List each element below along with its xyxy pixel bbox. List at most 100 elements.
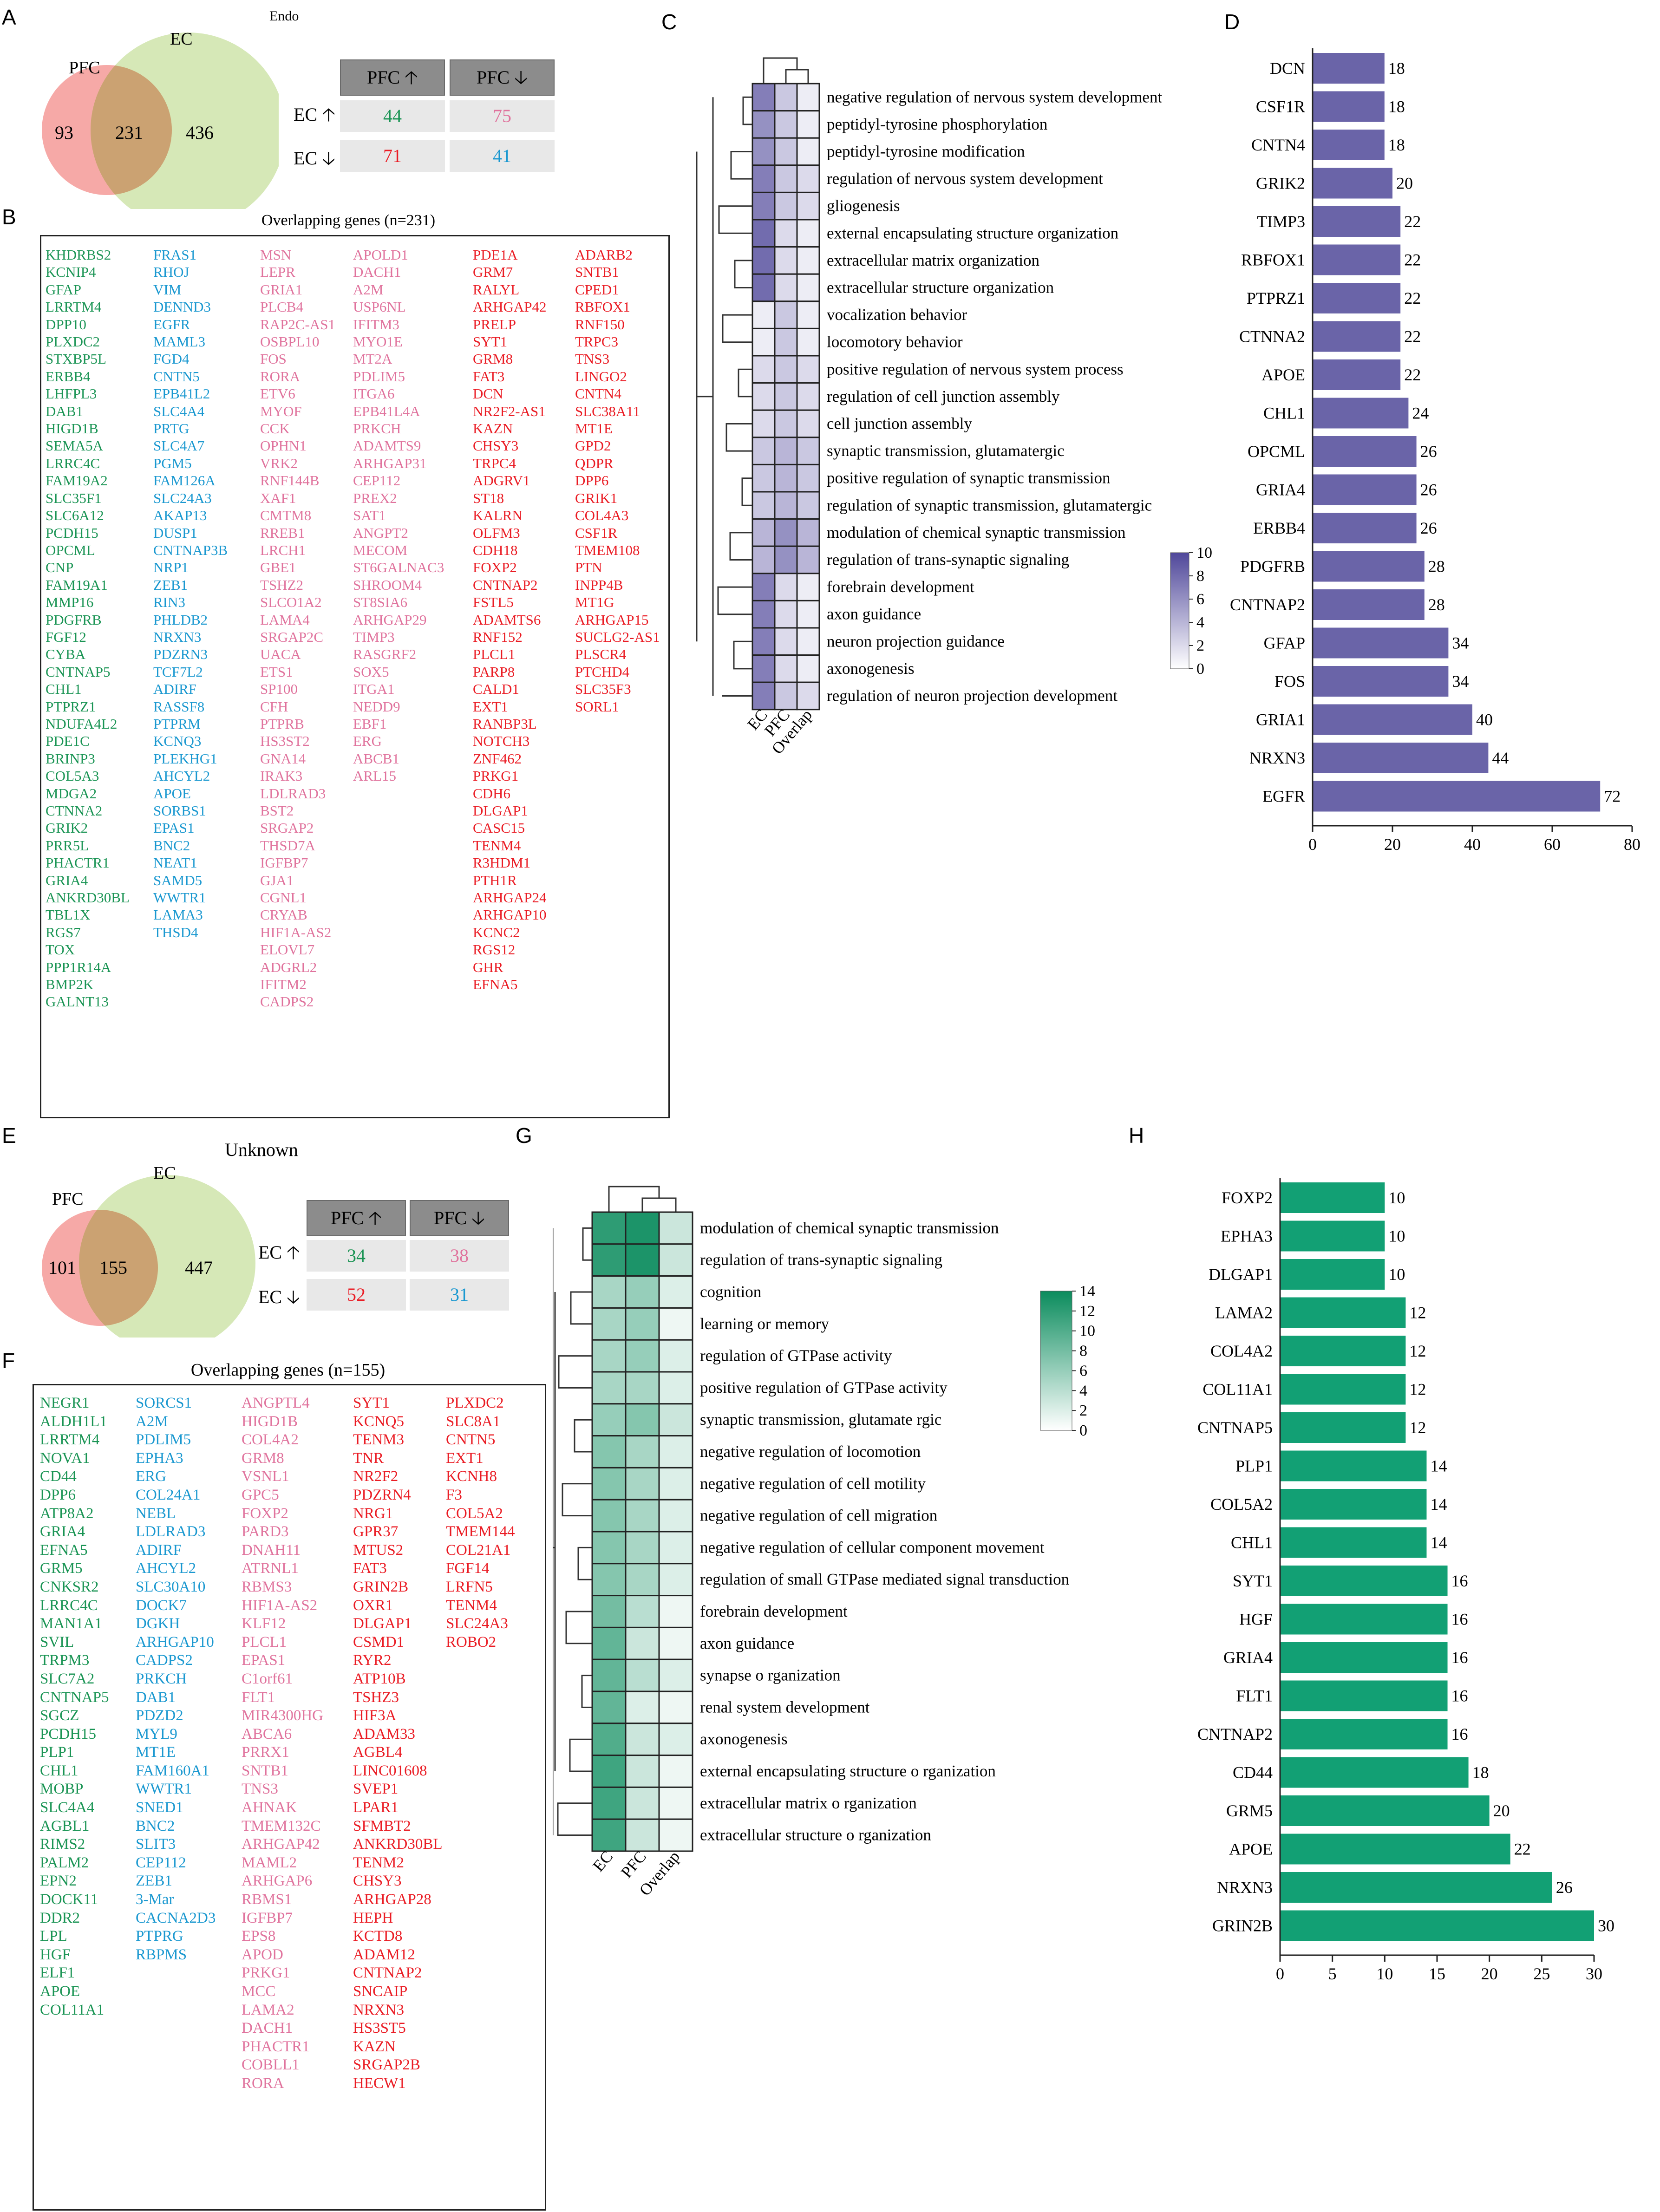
x-tick-label: 30 (1586, 1964, 1602, 1983)
heatmap-cell (796, 463, 820, 493)
gene-name: FGD4 (153, 351, 190, 367)
gene-name: EPB41L4A (353, 403, 420, 419)
gene-name: CADPS2 (260, 993, 314, 1010)
gene-name: ABCB1 (353, 750, 399, 767)
heatmap-cell (752, 681, 776, 711)
heatmap-cell (658, 1531, 693, 1565)
heatmap-cell (796, 382, 820, 411)
gene-name: DPP10 (46, 316, 86, 333)
table-row-ec-down: EC 🡣 (258, 1286, 300, 1307)
gene-name: THSD4 (153, 924, 198, 940)
bar-category-label: DCN (1270, 59, 1305, 78)
gene-name: SNTB1 (575, 264, 619, 281)
gene-name: SNED1 (136, 1799, 183, 1816)
gene-name: GFAP (46, 281, 81, 298)
gene-name: FRAS1 (153, 247, 197, 263)
gene-name: ZEB1 (136, 1873, 172, 1890)
heatmap-term-label: negative regulation of cellular componen… (700, 1538, 1045, 1556)
gene-name: PHACTR1 (242, 2038, 310, 2055)
heatmap-cell (625, 1690, 660, 1724)
gene-name: PDGFRB (46, 611, 102, 628)
bar (1280, 1872, 1552, 1903)
heatmap-cell (625, 1403, 660, 1437)
heatmap-cell (752, 219, 776, 248)
gene-name: FAM126A (153, 472, 216, 489)
gene-column: MSN LEPR GRIA1 PLCB4 RAP2C-AS1 OSBPL10 FOS RORA… (260, 246, 335, 1011)
heatmap-cell (591, 1818, 627, 1852)
heatmap-cell (752, 164, 776, 193)
gene-name: CTNNA2 (46, 803, 103, 819)
panel-label-a: A (2, 5, 16, 29)
table-cell: 75 (450, 100, 555, 132)
gene-name: APOE (153, 785, 191, 802)
gene-name: LRRC4C (40, 1597, 98, 1614)
bar-value-label: 22 (1404, 327, 1421, 346)
endo-title: Endo (269, 8, 299, 24)
gene-name: TRPC4 (473, 455, 516, 471)
bar-category-label: CTNNA2 (1239, 327, 1305, 346)
bar-category-label: COL11A1 (1203, 1380, 1273, 1399)
heatmap-cell (625, 1626, 660, 1660)
gene-name: PDZRN3 (153, 646, 208, 663)
gene-name: PLP1 (40, 1744, 74, 1761)
gene-name: MAN1A1 (40, 1615, 102, 1632)
gene-name: CNTN5 (153, 368, 200, 385)
heatmap-term-label: locomotory behavior (827, 333, 963, 351)
legend-tick-label: 10 (1079, 1323, 1095, 1340)
heatmap-cell (774, 110, 798, 139)
bar (1280, 1680, 1448, 1711)
heatmap-term-label: regulation of small GTPase mediated sign… (700, 1570, 1069, 1588)
x-tick-label: 25 (1533, 1964, 1550, 1983)
bar-value-label: 16 (1451, 1687, 1468, 1705)
bar-category-label: RBFOX1 (1241, 251, 1305, 269)
heatmap-cell (752, 246, 776, 275)
bar-value-label: 24 (1412, 404, 1429, 423)
bar-value-label: 16 (1451, 1725, 1468, 1743)
gene-name: EBF1 (353, 715, 387, 732)
gene-name: FGF14 (446, 1560, 490, 1577)
table-col-pfc-down: PFC 🡣 (450, 59, 555, 96)
gene-name: NEBL (136, 1505, 176, 1522)
gene-name: ADARB2 (575, 247, 633, 263)
gene-name: PLEKHG1 (153, 750, 217, 767)
gene-name: ARHGAP29 (353, 611, 427, 628)
gene-name: A2M (353, 281, 384, 298)
gene-name: INPP4B (575, 576, 623, 593)
gene-name: GRIK2 (46, 820, 88, 836)
bar (1313, 513, 1417, 543)
legend-tick-label: 0 (1196, 660, 1204, 678)
gene-name: GRIK1 (575, 489, 618, 506)
gene-name: GPC5 (242, 1486, 279, 1503)
bar-category-label: NRXN3 (1217, 1878, 1273, 1897)
gene-name: EGFR (153, 316, 190, 333)
gene-name: AGBL1 (40, 1817, 90, 1834)
gene-name: PLCL1 (473, 646, 516, 663)
gene-name: SNCAIP (353, 1983, 408, 2000)
gene-name: DOCK11 (40, 1891, 98, 1908)
gene-name: PTPRG (136, 1928, 183, 1945)
gene-name: CGNL1 (260, 889, 307, 906)
gene-name: VSNL1 (242, 1468, 289, 1485)
gene-name: ST8SIA6 (353, 594, 408, 611)
gene-column: FRAS1 RHOJ VIM DENND3 EGFR MAML3 FGD4 CNTN5 EPB4… (153, 246, 228, 941)
gene-name: CPED1 (575, 281, 619, 298)
bar-value-label: 12 (1409, 1342, 1426, 1360)
gene-name: RIMS2 (40, 1836, 85, 1853)
bar-category-label: COL4A2 (1210, 1342, 1273, 1360)
gene-name: COL4A3 (575, 507, 629, 524)
gene-name: DCN (473, 385, 503, 402)
gene-name: SGCZ (40, 1707, 79, 1724)
gene-name: SORBS1 (153, 803, 206, 819)
bar (1280, 1374, 1406, 1405)
gene-name: CHSY3 (473, 437, 519, 454)
x-tick-label: 5 (1328, 1964, 1337, 1983)
gene-name: PRR5L (46, 837, 89, 854)
gene-name: PLXDC2 (446, 1395, 504, 1411)
gene-name: RHOJ (153, 264, 190, 281)
heatmap-cell (796, 327, 820, 357)
gene-name: ETV6 (260, 385, 295, 402)
gene-name: OSBPL10 (260, 333, 320, 350)
gene-name: ELOVL7 (260, 941, 315, 958)
bar (1313, 704, 1472, 735)
gene-name: MSN (260, 247, 292, 263)
